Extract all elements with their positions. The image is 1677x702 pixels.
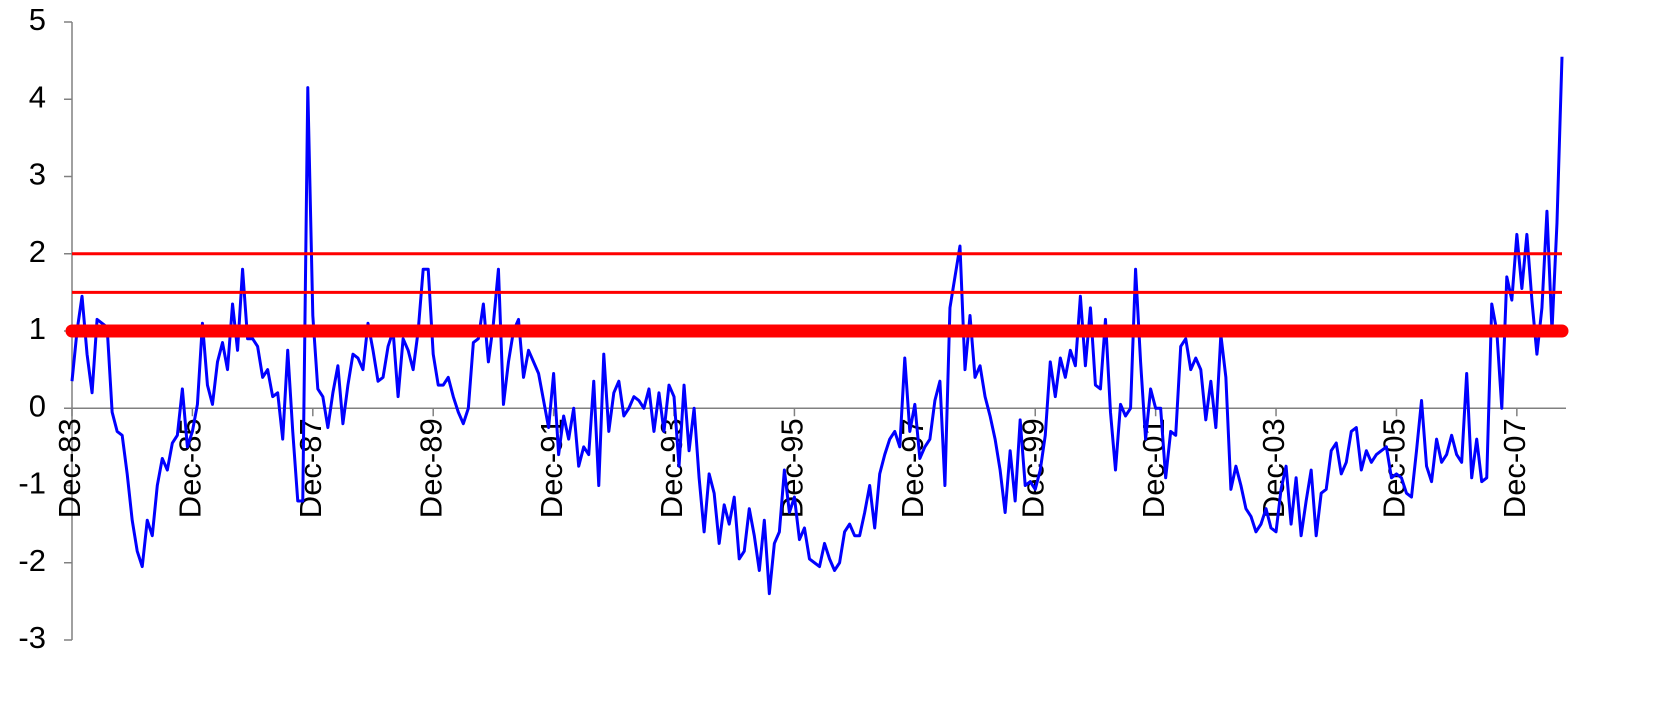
y-tick-label: -1 xyxy=(18,466,46,501)
y-tick-label: -3 xyxy=(18,620,46,655)
x-tick-label: Dec-83 xyxy=(52,418,87,518)
x-tick-label: Dec-89 xyxy=(413,418,448,518)
x-tick-label: Dec-91 xyxy=(534,418,569,518)
y-tick-label: -2 xyxy=(18,543,46,578)
x-tick-label: Dec-07 xyxy=(1497,418,1532,518)
x-tick-label: Dec-87 xyxy=(293,418,328,518)
y-tick-label: 2 xyxy=(29,234,46,269)
x-tick-label: Dec-05 xyxy=(1377,418,1412,518)
x-tick-label: Dec-93 xyxy=(654,418,689,518)
y-tick-label: 3 xyxy=(29,157,46,192)
y-tick-label: 0 xyxy=(29,388,46,423)
y-tick-label: 1 xyxy=(29,311,46,346)
y-tick-label: 5 xyxy=(29,2,46,37)
y-tick-label: 4 xyxy=(29,79,46,114)
data-line xyxy=(70,56,1564,596)
